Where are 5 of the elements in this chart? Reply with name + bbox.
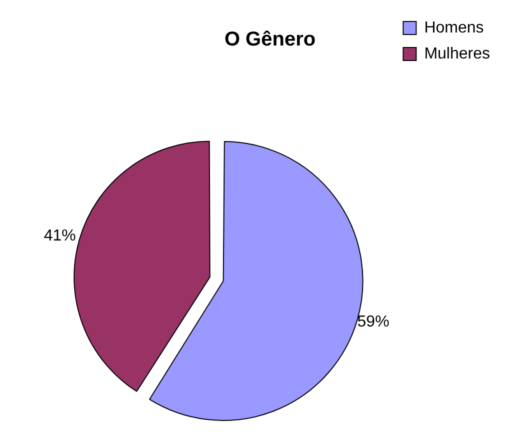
chart-title: O Gênero: [224, 28, 316, 51]
data-label: 59%: [357, 314, 390, 331]
data-label: 41%: [44, 227, 76, 244]
legend-label: Mulheres: [424, 45, 490, 62]
legend-label: Homens: [424, 19, 484, 36]
